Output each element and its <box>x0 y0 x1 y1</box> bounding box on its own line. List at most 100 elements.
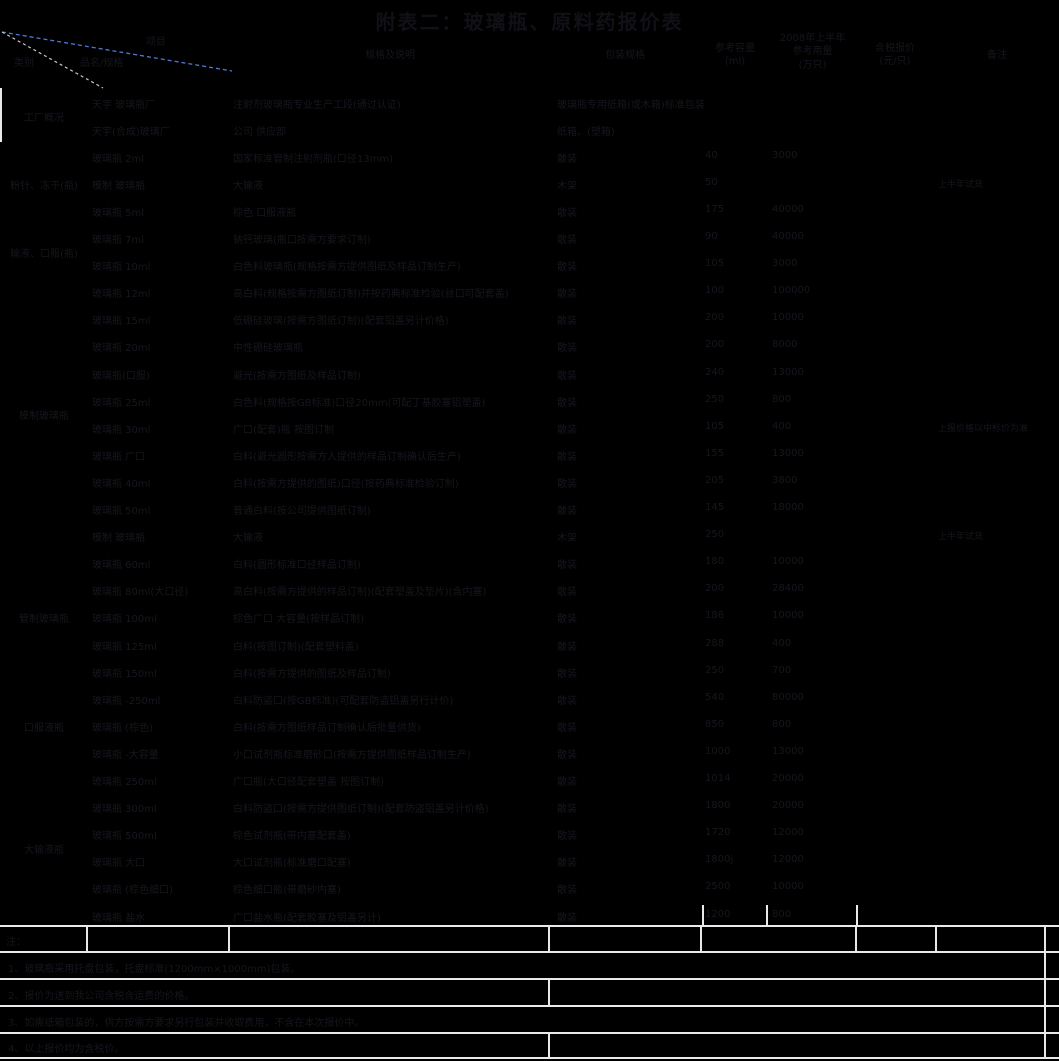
cell-capacity-value: 1720 <box>705 827 731 839</box>
cell-qty-value: 8000 <box>772 339 798 351</box>
cell-pack-type: 散装 <box>557 858 577 870</box>
cell-spec-description: 避光(按需方图纸及样品订制) <box>233 370 361 382</box>
cell-product-name: 玻璃瓶 300ml <box>92 804 157 816</box>
cell-product-name: 玻璃瓶 -大容量 <box>92 749 159 761</box>
note-item-1: 1、玻璃瓶采用托盘包装，托盘标准(1200mm×1000mm)包装。 <box>8 964 301 975</box>
cell-product-name: 玻璃瓶 50ml <box>92 506 151 518</box>
cell-product-name: 天宇(合成)玻璃厂 <box>92 126 170 138</box>
cell-qty-value: 40000 <box>772 203 804 215</box>
cell-product-name: 玻璃瓶 20ml <box>92 343 151 355</box>
cell-spec-description: 注射剂玻璃瓶专业生产工段(通过认证) <box>233 99 401 111</box>
cell-qty-value: 80000 <box>772 691 804 703</box>
cell-product-name: 玻璃瓶 40ml <box>92 478 151 490</box>
cell-product-name: 玻璃瓶 15ml <box>92 316 151 328</box>
cell-spec-description: 白料(按需方提供的图纸及样品订制) <box>233 668 391 680</box>
cell-pack-type: 散装 <box>557 370 577 382</box>
cell-qty-value: 100000 <box>772 285 811 297</box>
cell-product-name: 玻璃瓶 大口 <box>92 858 146 870</box>
cell-product-name: 玻璃瓶 盐水 <box>92 912 146 924</box>
category-label: 模制玻璃瓶 <box>19 411 69 423</box>
cell-capacity-value: 240 <box>705 366 725 378</box>
cell-product-name: 玻璃瓶 100ml <box>92 614 157 626</box>
cell-product-name: 模制 玻璃瓶 <box>92 533 146 545</box>
cell-pack-type: 散装 <box>557 668 577 680</box>
cell-product-name: 玻璃瓶 30ml <box>92 424 151 436</box>
cell-qty-value: 400 <box>772 420 792 432</box>
category-label: 粉针、冻干(瓶) <box>10 180 78 192</box>
column-line-fragment-3 <box>856 905 858 925</box>
cell-capacity-value: 250 <box>705 664 725 676</box>
cell-product-name: 玻璃瓶 2ml <box>92 153 145 165</box>
cell-product-name: 玻璃瓶 25ml <box>92 397 151 409</box>
cell-spec-description: 大输液 <box>233 180 263 192</box>
cell-pack-type: 散装 <box>557 506 577 518</box>
cell-pack-type: 纸箱、(塑箱) <box>557 126 615 138</box>
cell-capacity-value: 250 <box>705 529 725 541</box>
cell-product-name: 玻璃瓶 60ml <box>92 560 151 572</box>
cell-spec-description: 公司 供应部 <box>233 126 287 138</box>
cell-product-name: 模制 玻璃瓶 <box>92 180 146 192</box>
cell-spec-description: 钠钙玻璃(瓶口按需方要求订制) <box>233 235 371 247</box>
cell-qty-value: 3800 <box>772 474 798 486</box>
cell-product-name: 玻璃瓶 250ml <box>92 777 157 789</box>
cell-remark: 上半年试货 <box>938 179 984 190</box>
diagonal-line-gray <box>1 31 104 89</box>
cell-pack-type: 散装 <box>557 560 577 572</box>
cell-spec-description: 高白料(规格按需方图纸订制)并按药典标准检验(丝口可配套盖) <box>233 289 509 301</box>
cell-capacity-value: 250 <box>705 393 725 405</box>
cell-qty-value: 3000 <box>772 149 798 161</box>
cell-capacity-value: 180 <box>705 556 725 568</box>
cell-qty-value: 10000 <box>772 610 804 622</box>
cell-qty-value: 18000 <box>772 502 804 514</box>
cell-spec-description: 普通白料(按公司提供图纸订制) <box>233 506 371 518</box>
page-title: 附表二：玻璃瓶、原料药报价表 <box>375 10 684 34</box>
cell-product-name: 天宇 玻璃瓶厂 <box>92 99 156 111</box>
cell-product-name: 玻璃瓶 12ml <box>92 289 151 301</box>
cell-capacity-value: 200 <box>705 339 725 351</box>
cell-spec-description: 白料(圆形标准口径样品订制) <box>233 560 361 572</box>
cell-pack-type: 散装 <box>557 804 577 816</box>
cell-pack-type: 散装 <box>557 153 577 165</box>
cell-capacity-value: 90 <box>705 231 718 243</box>
cell-qty-value: 20000 <box>772 800 804 812</box>
cell-qty-value: 10000 <box>772 312 804 324</box>
cell-capacity-value: 1800j <box>705 854 734 866</box>
cell-capacity-value: 186 <box>705 610 725 622</box>
cell-spec-description: 低硼硅玻璃(按需方图纸订制)(配套铝盖另计价格) <box>233 316 449 328</box>
cell-remark: 上半年试货 <box>938 532 984 543</box>
cell-qty-value: 12000 <box>772 854 804 866</box>
cell-qty-value: 13000 <box>772 447 804 459</box>
cell-capacity-value: 155 <box>705 447 725 459</box>
cell-capacity-value: 2500 <box>705 881 731 893</box>
header-desc: 规格及说明 <box>365 50 415 61</box>
cell-capacity-value: 1800 <box>705 800 731 812</box>
cell-spec-description: 国家标准管制注射剂瓶(口径13mm) <box>233 153 394 165</box>
cell-spec-description: 大输液 <box>233 533 263 545</box>
header-capacity-line1: 参考容量 <box>715 43 755 54</box>
category-label: 工厂概况 <box>24 113 64 125</box>
category-label: 管制玻璃瓶 <box>19 614 69 626</box>
header-qty-line2: 参考用量 <box>792 46 833 57</box>
cell-pack-type: 散装 <box>557 207 577 219</box>
cell-spec-description: 白色料玻璃瓶(规格按需方提供图纸及样品订制生产) <box>233 262 461 274</box>
cell-pack-type: 散装 <box>557 695 577 707</box>
cell-qty-value: 10000 <box>772 881 804 893</box>
cell-spec-description: 白料(按图订制)(配套塑料盖) <box>233 641 359 653</box>
cell-spec-description: 中性硼硅玻璃瓶 <box>233 343 303 355</box>
cell-pack-type: 散装 <box>557 614 577 626</box>
cell-capacity-value: 50 <box>705 176 718 188</box>
cell-product-name: 玻璃瓶 125ml <box>92 641 157 653</box>
category-label: 大输液瓶 <box>24 844 64 856</box>
cell-qty-value: 700 <box>772 664 792 676</box>
notes-label: 注： <box>6 937 26 948</box>
cell-capacity-value: 100 <box>705 285 725 297</box>
cell-pack-type: 散装 <box>557 831 577 843</box>
cell-product-name: 玻璃瓶 5ml <box>92 207 145 219</box>
cell-pack-type: 散装 <box>557 289 577 301</box>
category-label: 输液、口服(瓶) <box>10 248 78 260</box>
cell-capacity-value: 200 <box>705 583 725 595</box>
cell-qty-value: 800 <box>772 718 792 730</box>
cell-product-name: 玻璃瓶 (棕色) <box>92 722 153 734</box>
cell-product-name: 玻璃瓶 (棕色细口) <box>92 885 173 897</box>
